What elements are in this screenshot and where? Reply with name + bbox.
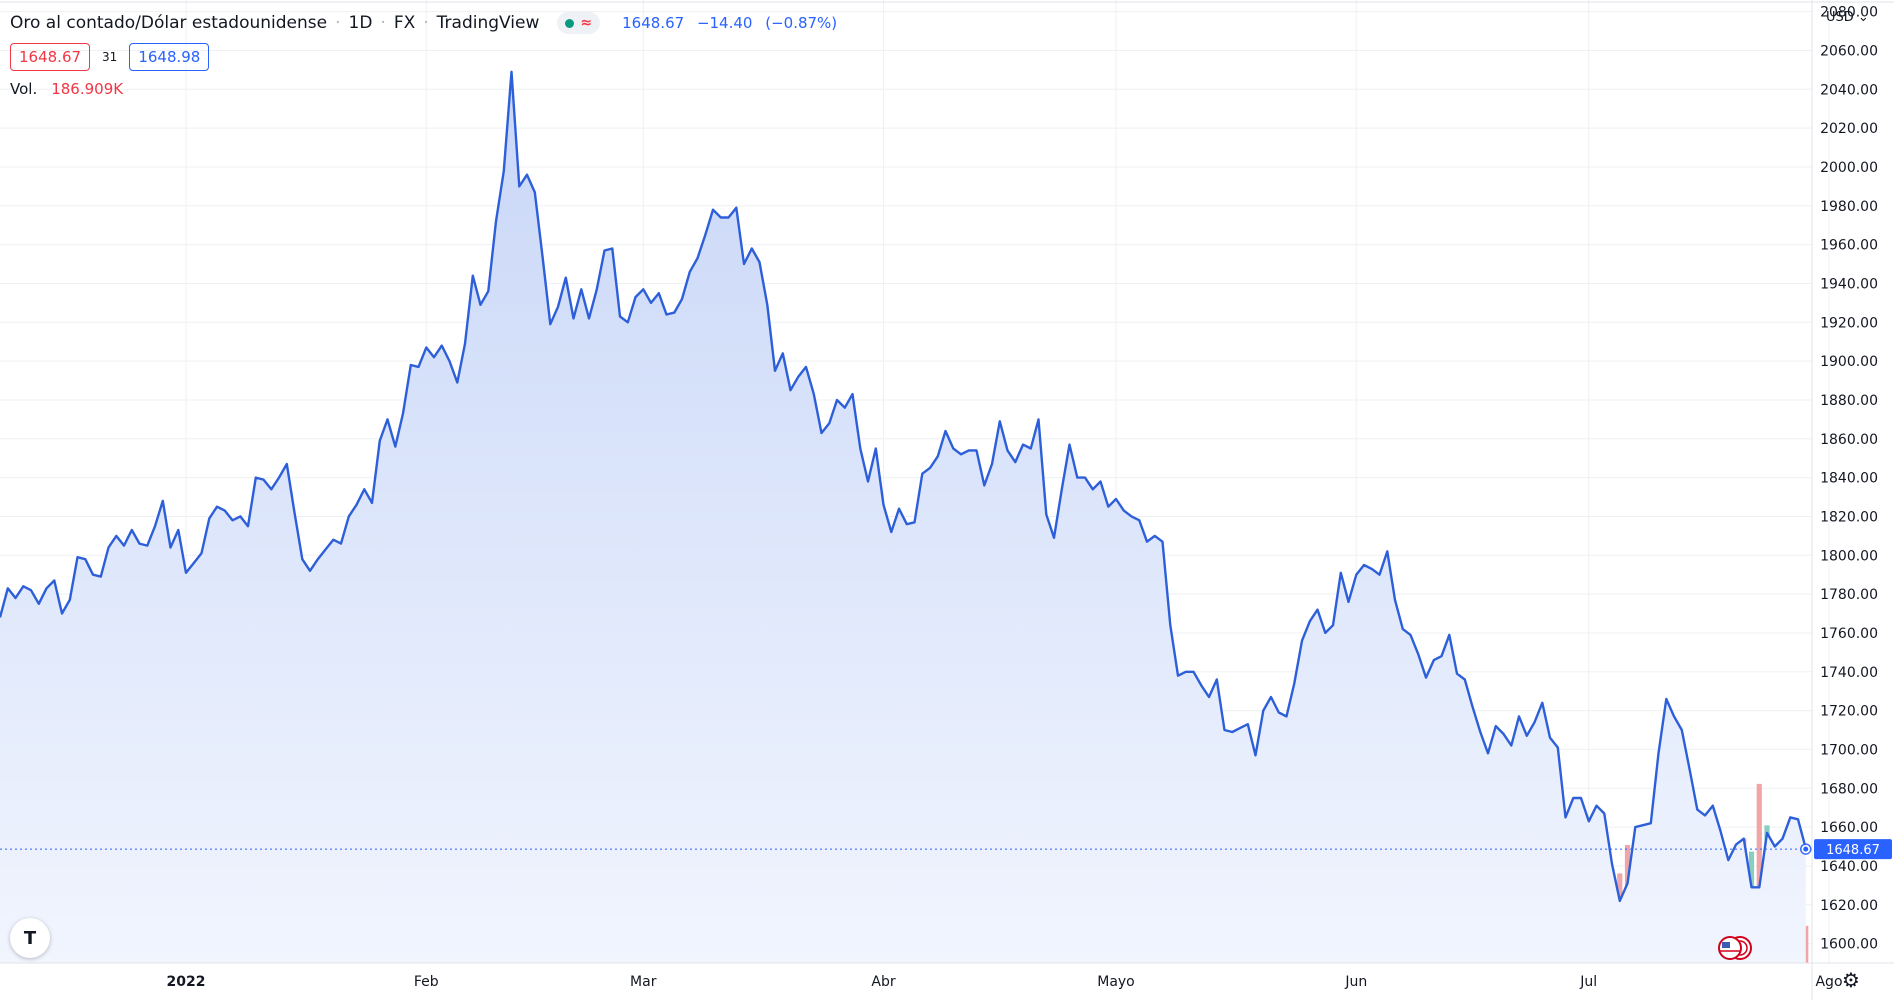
separator-dot: · <box>335 13 341 33</box>
x-tick-label: 2022 <box>167 974 206 990</box>
y-tick-label: 1880.00 <box>1820 393 1878 409</box>
symbol-name[interactable]: Oro al contado/Dólar estadounidense <box>10 13 328 33</box>
y-tick-label: 2060.00 <box>1820 43 1878 59</box>
y-tick-label: 2040.00 <box>1820 82 1878 98</box>
gear-icon[interactable]: ⚙ <box>1842 968 1860 992</box>
exchange-label: FX <box>393 13 416 33</box>
current-price-tag: 1648.67 <box>1814 839 1892 860</box>
y-tick-label: 1980.00 <box>1820 199 1878 215</box>
y-tick-label: 2020.00 <box>1820 121 1878 137</box>
y-tick-label: 1640.00 <box>1820 859 1878 875</box>
separator-dot: · <box>380 13 386 33</box>
svg-text:1648.67: 1648.67 <box>1826 843 1880 858</box>
y-tick-label: 1820.00 <box>1820 509 1878 525</box>
separator-dot: · <box>423 13 429 33</box>
interval-label[interactable]: 1D <box>348 13 373 33</box>
y-tick-label: 1940.00 <box>1820 276 1878 292</box>
y-tick-label: 1720.00 <box>1820 704 1878 720</box>
currency-selector[interactable]: USD ⌄ <box>1826 10 1869 25</box>
x-tick-label: Jul <box>1579 974 1597 990</box>
y-tick-label: 1780.00 <box>1820 587 1878 603</box>
last-price-marker-core <box>1803 846 1809 852</box>
us-flag-icon <box>1718 936 1752 960</box>
change-percent: (−0.87%) <box>765 14 838 32</box>
volume-bar <box>1756 783 1762 963</box>
buy-button[interactable]: 1648.98 <box>129 43 210 71</box>
last-price: 1648.67 <box>622 14 685 32</box>
data-delay-icon: ≈ <box>580 15 593 31</box>
symbol-legend: Oro al contado/Dólar estadounidense · 1D… <box>10 10 845 36</box>
y-tick-label: 2080.00 <box>1820 5 1878 21</box>
currency-label: USD <box>1826 10 1854 25</box>
x-tick-label: Mayo <box>1097 974 1135 990</box>
y-tick-label: 1800.00 <box>1820 548 1878 564</box>
volume-value: 186.909K <box>51 80 124 98</box>
price-line <box>0 70 1807 903</box>
x-tick-label: Feb <box>414 974 439 990</box>
y-tick-label: 1680.00 <box>1820 781 1878 797</box>
time-axis[interactable]: 2022FebMarAbrMayoJunJulAgoSepOctNov <box>167 974 1894 990</box>
x-tick-label: Abr <box>871 974 895 990</box>
y-tick-label: 1920.00 <box>1820 315 1878 331</box>
x-tick-label: Mar <box>630 974 657 990</box>
y-tick-label: 1660.00 <box>1820 820 1878 836</box>
sell-button[interactable]: 1648.67 <box>10 43 91 71</box>
price-axis[interactable]: 1600.00 1620.00 1640.00 1660.00 1680.00 1700.… <box>1820 5 1878 953</box>
chevron-down-icon: ⌄ <box>1857 10 1869 25</box>
volume-label: Vol. <box>10 80 38 98</box>
y-tick-label: 1700.00 <box>1820 742 1878 758</box>
x-tick-label: Ago <box>1815 974 1842 990</box>
market-open-dot-icon <box>565 18 575 28</box>
volume-legend[interactable]: Vol. 186.909K <box>10 80 123 98</box>
y-tick-label: 1760.00 <box>1820 626 1878 642</box>
change-value: −14.40 <box>696 14 753 32</box>
y-tick-label: 1900.00 <box>1820 354 1878 370</box>
y-tick-label: 1600.00 <box>1820 937 1878 953</box>
spread-value: 31 <box>102 50 118 64</box>
y-tick-label: 1960.00 <box>1820 238 1878 254</box>
y-tick-label: 2000.00 <box>1820 160 1878 176</box>
source-label: TradingView <box>436 13 540 33</box>
y-tick-label: 1620.00 <box>1820 898 1878 914</box>
tradingview-logo-icon[interactable]: T <box>10 918 50 958</box>
price-change-summary: 1648.67 −14.40 (−0.87%) <box>622 14 845 32</box>
y-tick-label: 1840.00 <box>1820 471 1878 487</box>
buy-sell-panel: 1648.67 31 1648.98 <box>10 43 210 71</box>
y-tick-label: 1740.00 <box>1820 665 1878 681</box>
y-tick-label: 1860.00 <box>1820 432 1878 448</box>
market-status-badge[interactable]: ≈ <box>557 12 601 34</box>
x-tick-label: Jun <box>1344 974 1367 990</box>
